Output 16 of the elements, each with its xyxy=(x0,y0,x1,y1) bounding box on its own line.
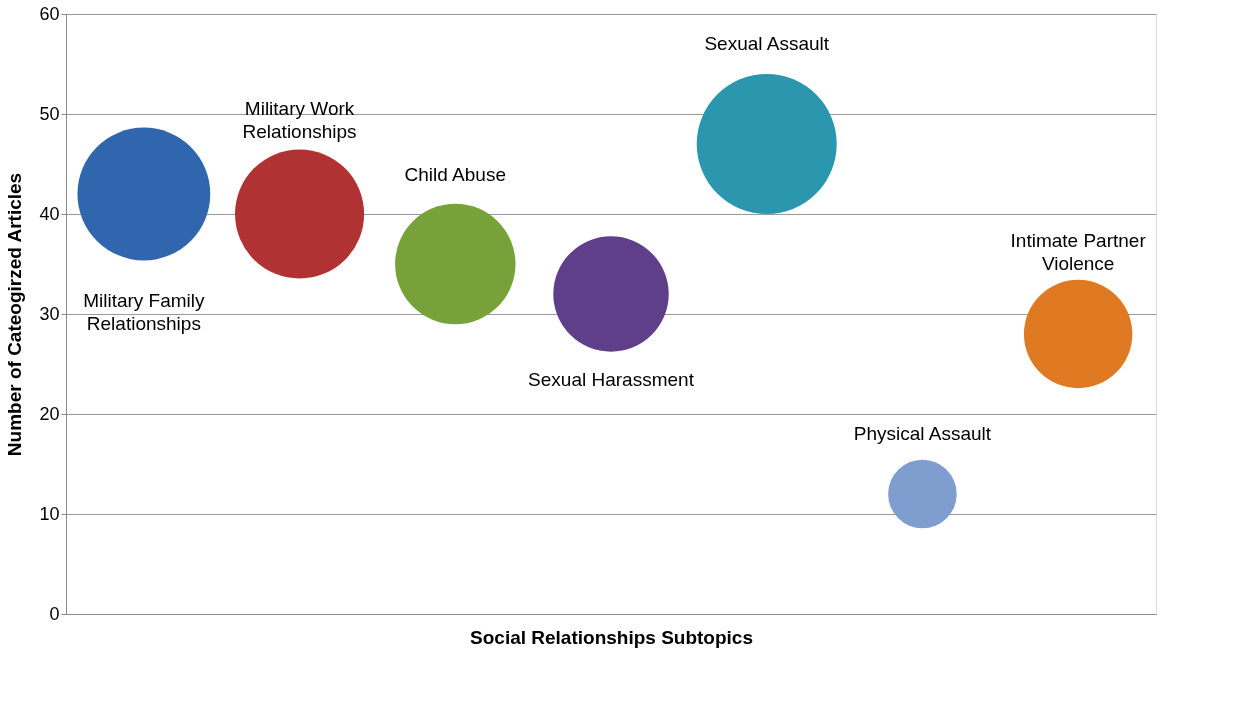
y-tick-label: 0 xyxy=(49,603,60,624)
series-label: Sexual Assault xyxy=(704,33,830,55)
y-tick-label: 30 xyxy=(39,303,60,324)
series-label: Military Work Relationships xyxy=(242,98,357,143)
series-label: Physical Assault xyxy=(853,423,992,445)
x-axis-title: Social Relationships Subtopics xyxy=(470,626,753,648)
series-label: Sexual Harassment xyxy=(528,369,695,391)
text: Military Family Relationships xyxy=(83,289,206,334)
y-tick-label: 10 xyxy=(39,503,60,524)
series-label: Intimate Partner Violence xyxy=(1010,229,1147,274)
y-tick-label: 20 xyxy=(39,403,60,424)
y-tick-label: 60 xyxy=(39,3,60,24)
series-label: Child Abuse xyxy=(404,164,506,186)
y-axis-title: Number of Cateogirzed Articles xyxy=(4,172,26,457)
y-tick-label: 50 xyxy=(39,103,60,124)
y-tick-label: 40 xyxy=(39,203,60,224)
